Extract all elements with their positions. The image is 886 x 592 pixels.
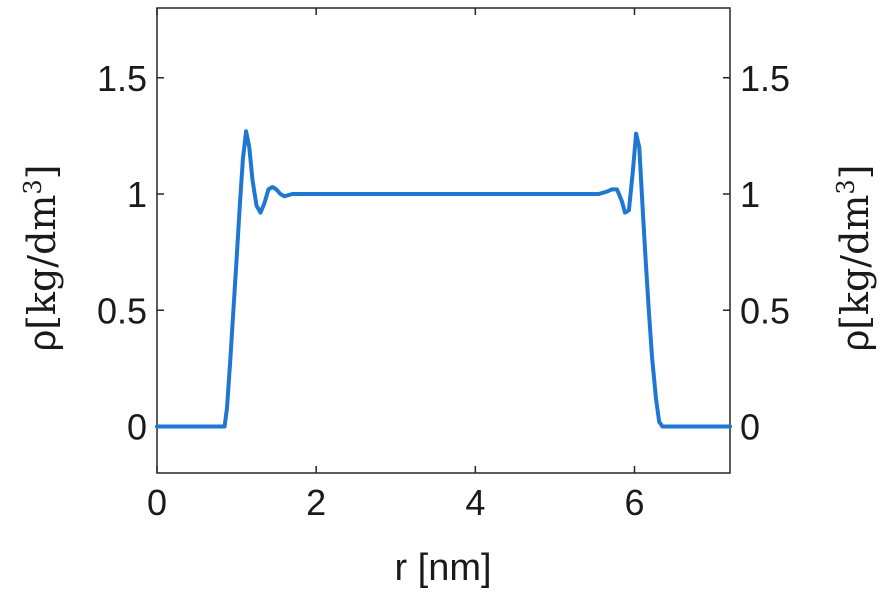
series-group: [155, 129, 732, 429]
y-tick-label-left-3: 1.5: [97, 58, 147, 99]
y-axis-title-left: ρ[kg/dm3]: [19, 164, 64, 351]
x-axis-title: r [nm]: [394, 547, 491, 589]
y-axis-title-right-units: [kg/dm: [833, 195, 877, 330]
y-tick-label-right-3: 1.5: [740, 58, 790, 99]
x-tick-label-2: 4: [465, 482, 485, 523]
y-axis-title-left-close: ]: [20, 164, 64, 179]
y-axis-title-left-symbol: ρ: [22, 330, 64, 352]
y-axis-title-right-symbol: ρ: [835, 330, 877, 352]
y-axis-title-left-units: [kg/dm: [20, 195, 64, 330]
y-tick-label-right-0: 0: [740, 407, 760, 448]
y-axis-title-right-exponent: 3: [832, 179, 860, 194]
x-tick-label-1: 2: [306, 482, 326, 523]
x-tick-label-3: 6: [624, 482, 644, 523]
tick-labels: 0 2 4 60 00.5 0.51 11.5 1.5: [97, 58, 790, 523]
y-tick-label-left-1: 0.5: [97, 290, 147, 331]
series-line-0: [155, 129, 732, 429]
x-tick-label-0: 0: [147, 482, 167, 523]
y-axis-title-left-exponent: 3: [19, 179, 47, 194]
y-tick-label-right-1: 0.5: [740, 290, 790, 331]
y-axis-title-right-close: ]: [833, 164, 877, 179]
y-tick-label-left-0: 0: [127, 407, 147, 448]
plot-frame: [156, 7, 731, 474]
y-axis-title-right: ρ[kg/dm3]: [832, 164, 877, 351]
y-tick-label-left-2: 1: [127, 174, 147, 215]
y-tick-label-right-2: 1: [740, 174, 760, 215]
